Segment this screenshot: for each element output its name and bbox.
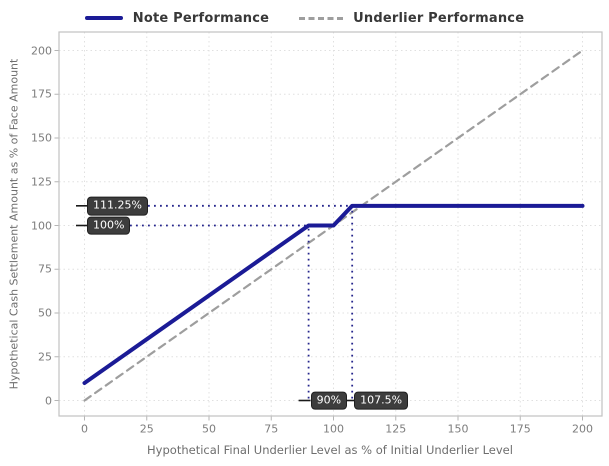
x-tick-label: 150 bbox=[447, 422, 469, 436]
annotation-label-1075: 107.5% bbox=[354, 391, 409, 410]
y-axis-title: Hypothetical Cash Settlement Amount as %… bbox=[7, 58, 21, 390]
x-axis-title: Hypothetical Final Underlier Level as % … bbox=[147, 443, 513, 457]
x-tick-label: 100 bbox=[323, 422, 344, 436]
dashed-line-swatch bbox=[299, 16, 344, 20]
legend-label-underlier: Underlier Performance bbox=[353, 10, 525, 26]
x-tick-label: 50 bbox=[202, 422, 216, 436]
y-tick-label: 75 bbox=[38, 262, 52, 276]
annotation-label-11125: 111.25% bbox=[87, 196, 148, 216]
x-tick-label: 200 bbox=[572, 422, 593, 436]
solid-line-swatch bbox=[84, 15, 123, 21]
y-tick-label: 100 bbox=[31, 219, 52, 232]
legend-label-note: Note Performance bbox=[132, 10, 270, 26]
y-tick-label: 50 bbox=[38, 306, 52, 320]
chart-legend: Note Performance Underlier Performance bbox=[0, 7, 609, 29]
legend-item-note-performance: Note Performance bbox=[84, 10, 270, 26]
annotation-label-90: 90% bbox=[310, 391, 348, 410]
y-tick-label: 25 bbox=[38, 350, 52, 364]
x-tick-label: 25 bbox=[139, 422, 154, 436]
annotation-label-100: 100% bbox=[87, 216, 131, 235]
y-tick-label: 175 bbox=[31, 87, 52, 101]
y-tick-label: 200 bbox=[31, 44, 52, 57]
x-tick-label: 0 bbox=[81, 422, 88, 436]
x-tick-label: 125 bbox=[385, 422, 407, 436]
y-tick-label: 0 bbox=[45, 394, 52, 407]
y-tick-label: 125 bbox=[31, 175, 52, 189]
plot-frame bbox=[58, 31, 603, 417]
x-tick-label: 175 bbox=[509, 422, 531, 436]
note-performance-line bbox=[82, 203, 585, 385]
y-tick-label: 150 bbox=[31, 131, 52, 145]
legend-item-underlier-performance: Underlier Performance bbox=[299, 11, 524, 26]
x-tick-label: 75 bbox=[264, 422, 279, 436]
